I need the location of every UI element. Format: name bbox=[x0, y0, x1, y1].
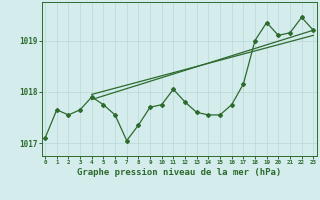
X-axis label: Graphe pression niveau de la mer (hPa): Graphe pression niveau de la mer (hPa) bbox=[77, 168, 281, 177]
